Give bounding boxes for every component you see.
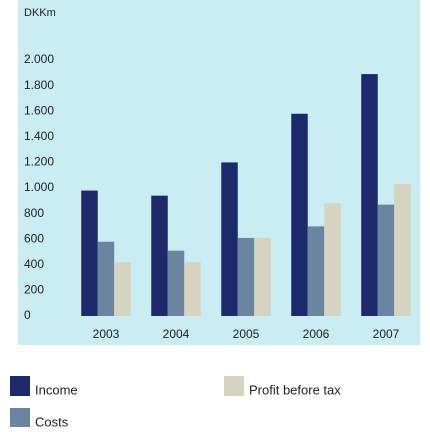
y-tick-label: 1.400 <box>24 129 54 143</box>
y-tick-label: 200 <box>24 283 44 297</box>
bar <box>167 250 185 316</box>
y-tick-label: 1.000 <box>24 180 54 194</box>
bar <box>151 195 168 316</box>
bar <box>307 226 325 316</box>
x-tick-label: 2004 <box>163 327 190 341</box>
y-tick-label: 2.000 <box>24 52 54 66</box>
bar <box>221 162 238 316</box>
x-tick-label: 2007 <box>373 327 400 341</box>
legend-label: Income <box>35 382 78 397</box>
bar <box>97 241 115 316</box>
bar <box>254 237 271 316</box>
plot-background <box>18 0 420 345</box>
x-tick-label: 2005 <box>233 327 260 341</box>
y-tick-label: 800 <box>24 206 44 220</box>
y-axis-unit: DKKm <box>24 7 56 19</box>
bar <box>324 203 341 316</box>
y-tick-label: 600 <box>24 231 44 245</box>
bar <box>291 113 308 316</box>
y-tick-label: 1.200 <box>24 155 54 169</box>
legend-label: Profit before tax <box>249 382 341 397</box>
y-tick-label: 1.600 <box>24 103 54 117</box>
legend-swatch <box>10 376 30 396</box>
bar <box>81 190 98 316</box>
legend-swatch <box>224 376 244 396</box>
bar <box>361 74 378 316</box>
x-tick-label: 2006 <box>303 327 330 341</box>
legend-swatch <box>10 408 30 428</box>
bar <box>114 262 131 316</box>
bar <box>394 184 411 316</box>
bar <box>237 237 255 316</box>
y-tick-label: 0 <box>24 308 31 322</box>
x-tick-label: 2003 <box>93 327 120 341</box>
y-tick-label: 400 <box>24 257 44 271</box>
y-tick-label: 1.800 <box>24 78 54 92</box>
legend-label: Costs <box>35 414 69 427</box>
bar <box>377 204 395 316</box>
bar <box>184 262 201 316</box>
